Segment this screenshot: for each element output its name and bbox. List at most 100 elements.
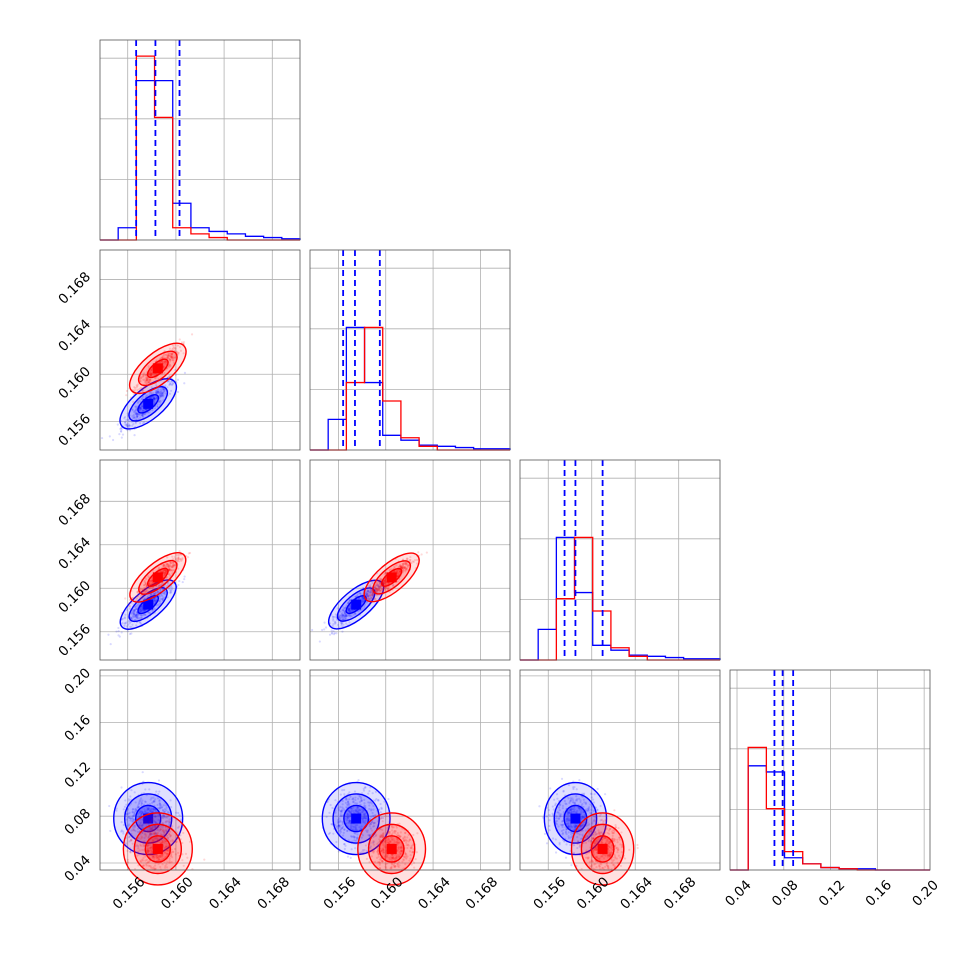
scatter-point	[149, 369, 152, 372]
scatter-point	[128, 424, 131, 427]
scatter-point	[171, 382, 174, 386]
scatter-point	[135, 624, 138, 627]
scatter-point	[133, 609, 137, 612]
scatter-point	[141, 415, 145, 418]
scatter-point	[163, 371, 166, 375]
scatter-point	[142, 421, 146, 424]
scatter-point	[135, 413, 138, 416]
scatter-point	[165, 585, 168, 588]
scatter-point	[149, 397, 153, 400]
scatter-point	[167, 355, 170, 358]
scatter-point	[124, 423, 127, 426]
scatter-point	[141, 604, 144, 607]
scatter-point	[137, 383, 140, 386]
scatter-point	[149, 396, 153, 399]
scatter-point	[123, 417, 126, 420]
scatter-point	[159, 393, 162, 396]
scatter-point	[156, 405, 159, 409]
scatter-point	[324, 626, 328, 629]
scatter-point	[128, 602, 131, 605]
scatter-point	[166, 356, 169, 359]
scatter-point	[141, 607, 144, 610]
scatter-point	[156, 390, 159, 393]
scatter-point	[162, 364, 165, 367]
scatter-point	[578, 779, 581, 782]
scatter-point	[180, 341, 184, 344]
scatter-point	[169, 589, 172, 592]
scatter-point	[135, 617, 139, 620]
scatter-point	[147, 365, 150, 368]
scatter-point	[596, 787, 599, 791]
scatter-point	[170, 355, 173, 359]
scatter-point	[159, 357, 163, 360]
scatter-point	[159, 392, 162, 395]
scatter-point	[147, 381, 150, 384]
scatter-point	[130, 617, 133, 620]
histogram-series-0	[520, 536, 721, 661]
scatter-point	[177, 351, 180, 355]
scatter-point	[162, 591, 165, 594]
scatter-point	[135, 384, 138, 387]
scatter-point	[139, 610, 143, 613]
panel-3-1: 0.156 0.160 0.164 0.168	[309, 669, 511, 913]
density-peak-series-0	[570, 813, 581, 824]
scatter-point	[135, 613, 139, 616]
scatter-point	[543, 832, 547, 835]
scatter-point	[121, 622, 124, 625]
scatter-point	[151, 395, 154, 399]
scatter-point	[148, 370, 151, 373]
scatter-point	[125, 625, 129, 628]
scatter-point	[163, 356, 166, 359]
scatter-point	[153, 397, 156, 401]
scatter-point	[164, 360, 167, 363]
scatter-point	[150, 581, 154, 584]
scatter-point	[140, 397, 143, 400]
scatter-point	[161, 356, 164, 359]
scatter-point	[134, 388, 137, 392]
scatter-point	[170, 352, 174, 355]
scatter-point	[425, 551, 428, 554]
scatter-point	[349, 856, 352, 859]
scatter-point	[169, 357, 172, 360]
scatter-point	[155, 395, 158, 398]
scatter-point	[108, 435, 111, 438]
scatter-point	[141, 414, 144, 417]
scatter-point	[139, 407, 142, 410]
scatter-point	[161, 357, 164, 360]
scatter-point	[169, 351, 172, 355]
scatter-point	[171, 352, 174, 356]
scatter-point	[159, 401, 162, 404]
scatter-point	[157, 590, 160, 593]
scatter-point	[123, 617, 126, 620]
scatter-point	[144, 386, 147, 389]
y-tick-label: 0.16	[61, 712, 94, 745]
density-peak-series-0	[351, 599, 362, 610]
scatter-point	[160, 394, 164, 397]
scatter-point	[159, 389, 162, 392]
scatter-point	[174, 347, 177, 350]
scatter-point	[127, 418, 130, 421]
scatter-point	[183, 371, 187, 375]
scatter-point	[149, 373, 152, 376]
scatter-point	[145, 395, 148, 398]
scatter-point	[159, 361, 162, 364]
scatter-point	[164, 363, 167, 366]
scatter-point	[346, 855, 350, 858]
scatter-point	[169, 591, 172, 595]
scatter-point	[131, 409, 134, 412]
scatter-point	[120, 786, 123, 789]
scatter-point	[166, 354, 169, 357]
scatter-point	[153, 397, 156, 400]
scatter-point	[146, 394, 149, 397]
scatter-point	[139, 613, 142, 616]
scatter-point	[156, 590, 159, 593]
x-tick-label: 0.164	[415, 874, 454, 913]
scatter-point	[107, 633, 110, 636]
scatter-point	[148, 411, 151, 414]
scatter-point	[126, 629, 129, 633]
scatter-point	[161, 394, 164, 397]
scatter-point	[135, 418, 138, 421]
scatter-point	[158, 399, 161, 402]
scatter-point	[154, 407, 157, 410]
scatter-point	[160, 392, 163, 395]
